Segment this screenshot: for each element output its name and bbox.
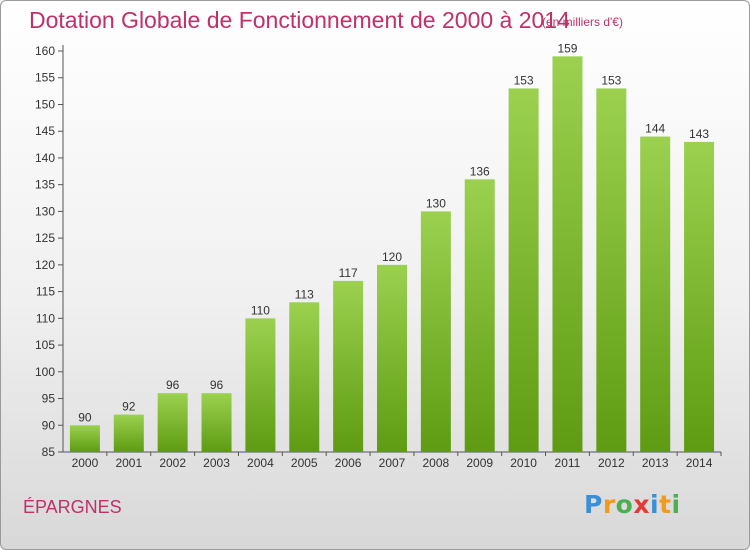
y-tick-label: 140 [35,151,55,165]
proxiti-logo: Proxiti [584,490,681,519]
logo-letter: t [659,490,672,519]
logo-letter: i [650,490,660,519]
y-tick-label: 125 [35,231,55,245]
logo-letter: P [584,490,603,519]
x-tick-label: 2007 [379,456,406,470]
y-tick-label: 130 [35,204,55,218]
bar-2008 [420,211,451,452]
chart-subtitle: (en milliers d'€) [542,15,623,29]
x-tick-label: 2013 [642,456,669,470]
y-tick-label: 95 [42,392,56,406]
bars [69,56,715,453]
data-label: 143 [689,127,709,141]
data-label: 136 [470,164,490,178]
bar-2004 [245,318,276,452]
data-label: 144 [645,122,665,136]
y-tick-label: 155 [35,71,55,85]
data-label: 90 [78,410,92,424]
data-label: 130 [426,196,446,210]
x-tick-label: 2008 [423,456,450,470]
commune-name: ÉPARGNES [23,497,122,517]
bar-2003 [201,393,232,452]
logo-letter: x [633,490,650,519]
x-tick-label: 2014 [686,456,713,470]
y-tick-label: 150 [35,97,55,111]
y-tick-label: 100 [35,365,55,379]
logo-letter: r [602,490,616,519]
x-tick-label: 2002 [159,456,186,470]
x-tick-label: 2005 [291,456,318,470]
x-tick-label: 2009 [466,456,493,470]
y-tick-label: 85 [42,445,56,459]
data-label: 153 [601,73,621,87]
y-tick-label: 110 [36,311,55,325]
bar-2001 [113,414,144,452]
logo-letter: i [671,490,681,519]
bar-2012 [596,88,627,452]
bar-2000 [69,425,100,452]
x-tick-label: 2000 [72,456,99,470]
data-label: 117 [339,266,358,280]
y-tick-label: 145 [35,124,55,138]
bar-2011 [552,56,583,452]
bar-2013 [640,136,671,452]
y-tick-label: 90 [42,418,56,432]
bar-2005 [289,302,320,452]
data-label: 96 [166,378,180,392]
x-tick-label: 2011 [555,456,581,470]
data-label: 110 [251,303,270,317]
x-tick-label: 2004 [247,456,274,470]
bar-2006 [333,280,364,452]
x-tick-label: 2006 [335,456,362,470]
data-label: 92 [122,400,136,414]
data-label: 120 [382,250,402,264]
data-label: 113 [295,287,314,301]
x-tick-label: 2001 [115,456,142,470]
y-tick-label: 160 [35,44,55,58]
x-tick-label: 2003 [203,456,230,470]
bar-2014 [684,141,715,453]
bar-2002 [157,393,188,452]
bar-2007 [377,264,407,452]
bar-2009 [464,179,495,452]
chart-title: Dotation Globale de Fonctionnement de 20… [29,7,570,33]
x-tick-label: 2010 [510,456,537,470]
y-tick-label: 105 [35,338,55,352]
y-tick-label: 135 [35,178,55,192]
logo-letter: o [615,490,634,519]
data-labels: 90 92 96 96 110 113 117 120 130 136 153 159 153 144 14… [78,41,709,424]
data-label: 159 [557,41,577,55]
data-label: 96 [210,378,224,392]
bar-2010 [508,88,539,452]
data-label: 153 [514,73,534,87]
y-tick-label: 120 [35,258,55,272]
x-tick-label: 2012 [598,456,625,470]
axes: 85 90 95 100 105 110 115 120 125 130 135 140 145 150 1… [35,44,722,470]
y-tick-label: 115 [36,285,55,299]
